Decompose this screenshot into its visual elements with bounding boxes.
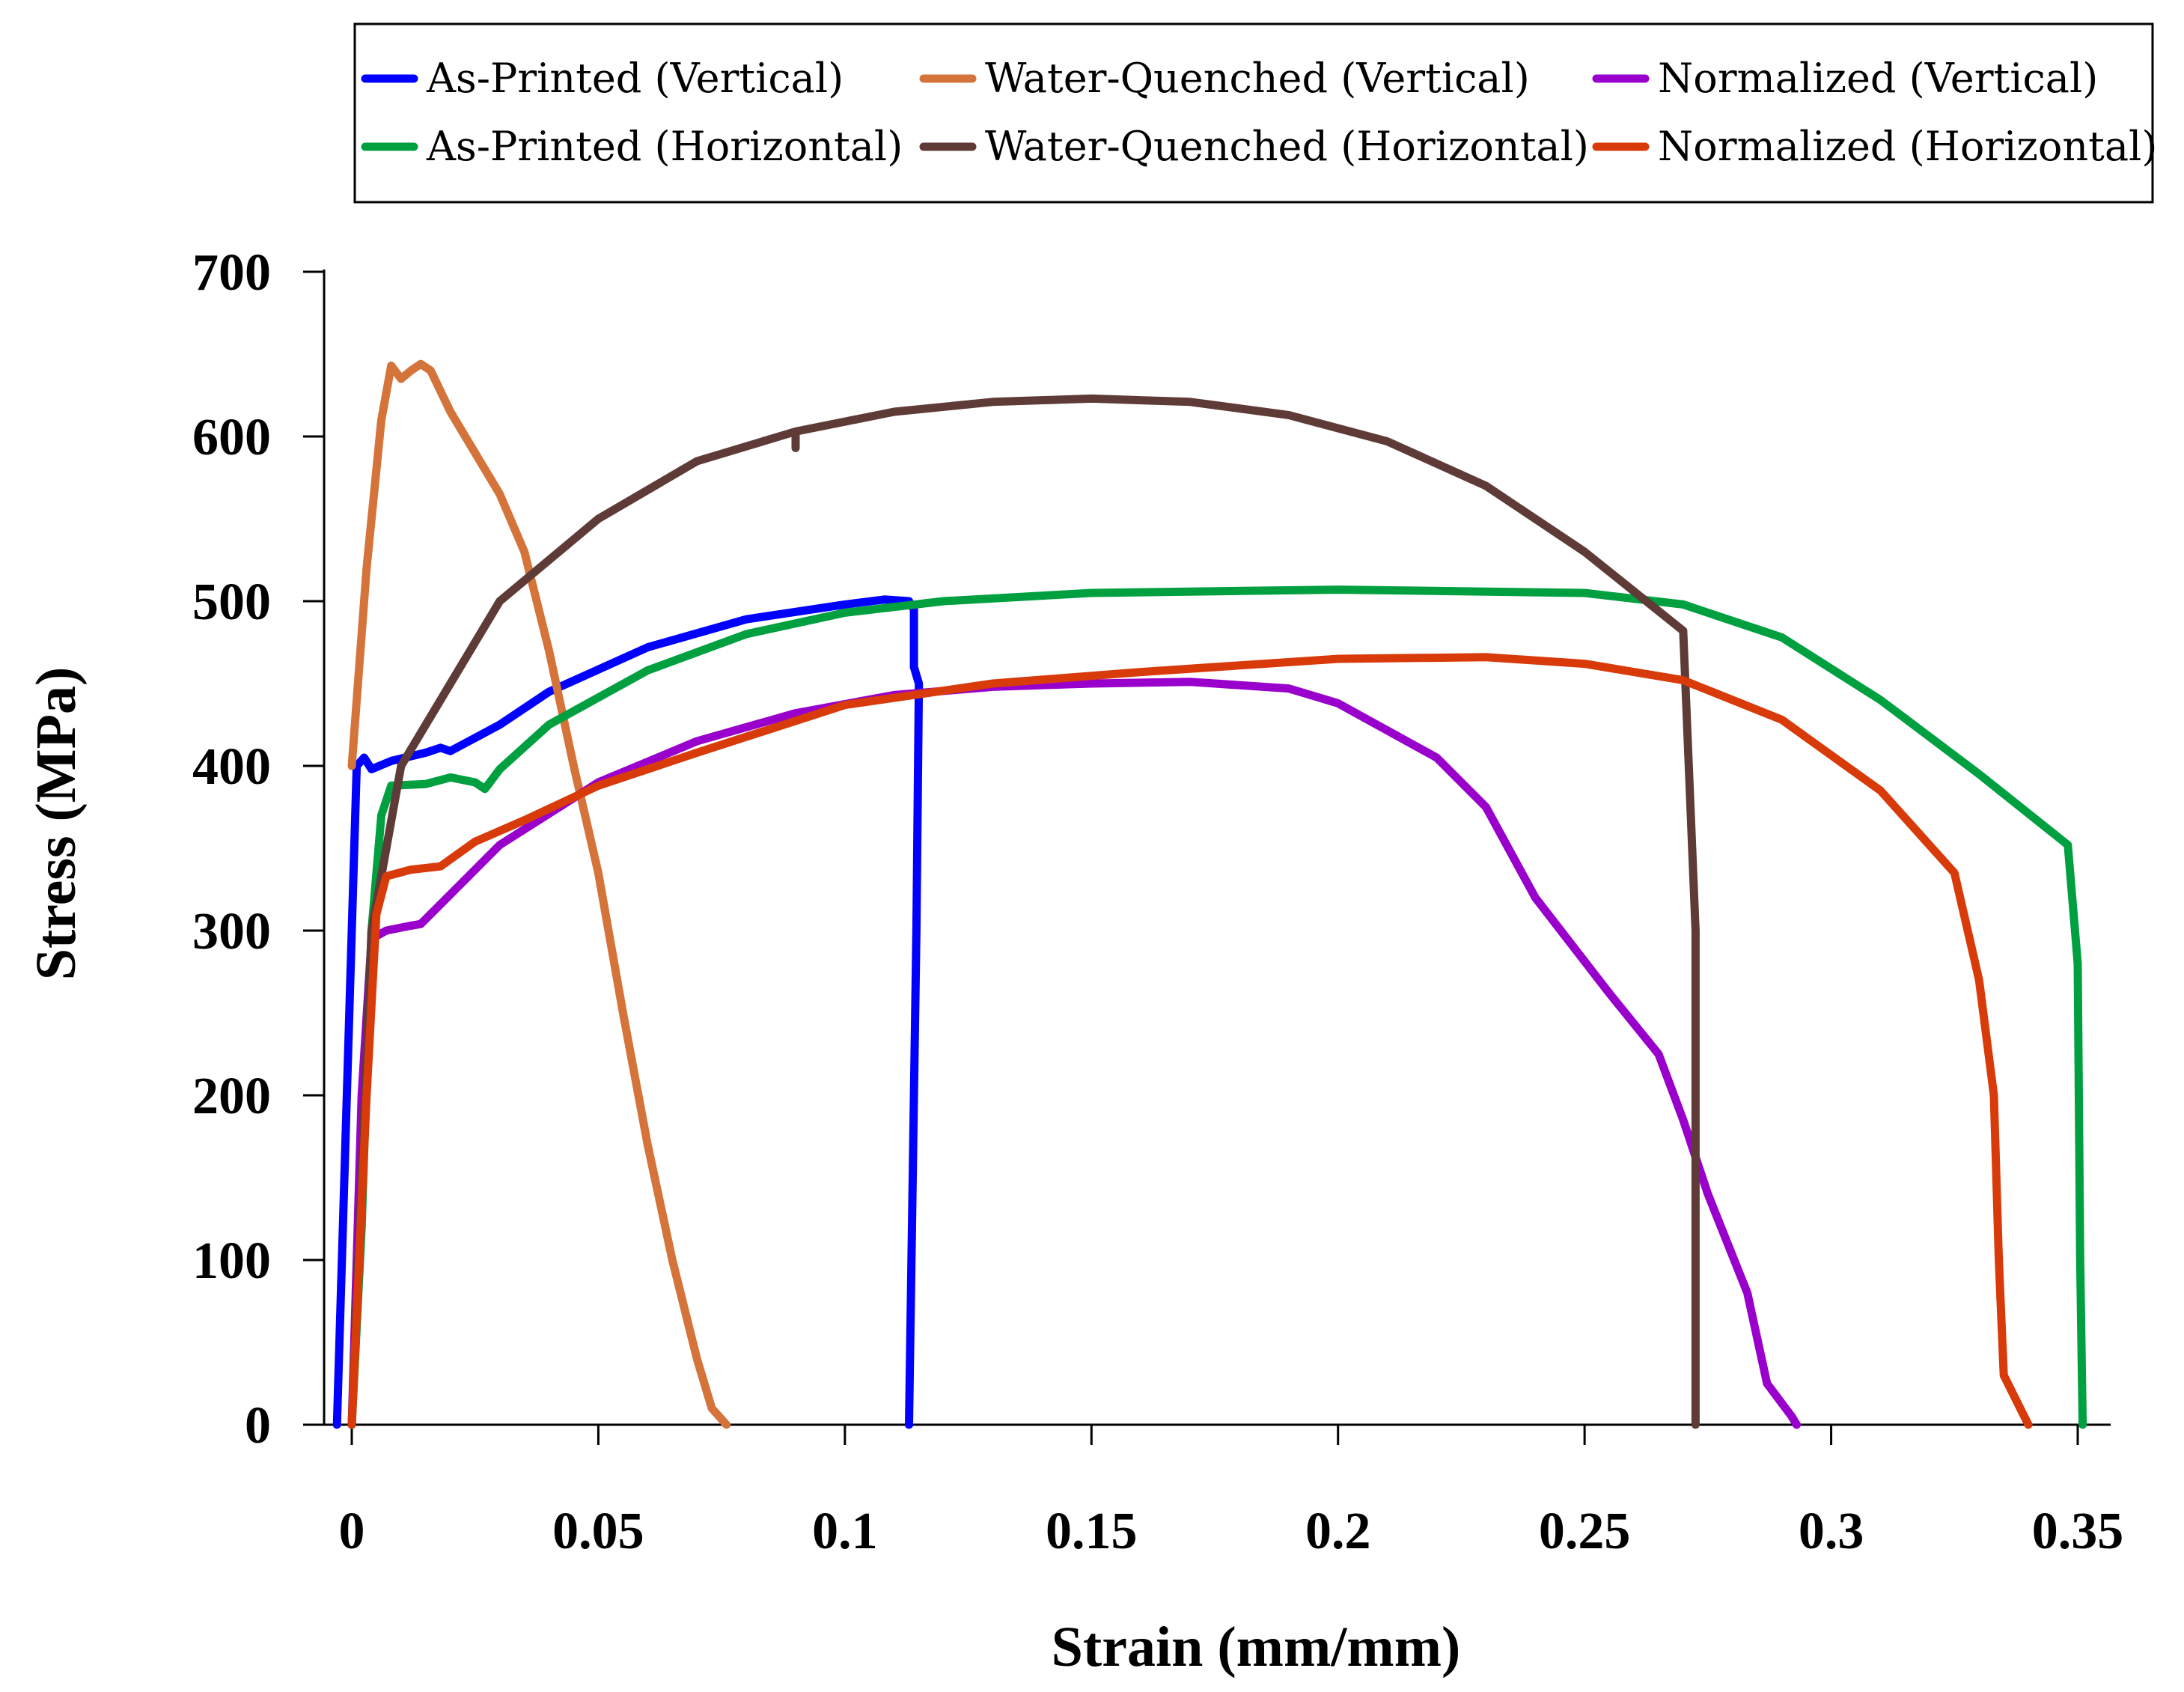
plot-area (332, 359, 2087, 1429)
legend-label: As-Printed (Horizontal) (426, 123, 903, 170)
legend-label: Normalized (Horizontal) (1658, 123, 2157, 170)
x-ticks: 0 0.05 0.1 0.15 0.2 0.25 0.3 0.35 (339, 1425, 2124, 1560)
series-line-1 (332, 595, 924, 1429)
series-line-6 (347, 653, 2033, 1429)
x-tick-label: 0.25 (1539, 1503, 1631, 1560)
x-tick-label: 0.2 (1305, 1503, 1371, 1560)
x-axis-title: Strain (mm/mm) (1052, 1616, 1461, 1679)
legend-label: Water-Quenched (Horizontal) (985, 123, 1589, 170)
x-tick-label: 0.35 (2032, 1503, 2124, 1560)
x-tick-label: 0.05 (552, 1503, 644, 1560)
y-tick-label: 400 (192, 738, 271, 796)
y-tick-label: 700 (192, 244, 271, 302)
legend-box (353, 22, 2154, 204)
y-tick-label: 600 (192, 409, 271, 466)
y-tick-label: 0 (245, 1397, 271, 1455)
x-tick-label: 0.15 (1046, 1503, 1138, 1560)
legend-label: Normalized (Vertical) (1658, 55, 2098, 102)
y-tick-label: 500 (192, 573, 271, 631)
y-tick-label: 200 (192, 1068, 271, 1125)
x-tick-label: 0 (339, 1503, 365, 1560)
series-line-2 (347, 359, 731, 1429)
x-tick-label: 0.3 (1799, 1503, 1864, 1560)
legend-label: Water-Quenched (Vertical) (985, 55, 1530, 102)
y-axis-title: Stress (MPa) (25, 667, 88, 981)
y-tick-label: 300 (192, 903, 271, 961)
axes (323, 270, 2111, 1426)
legend: As-Printed (Vertical) Water-Quenched (Ver… (353, 22, 2157, 204)
y-tick-label: 100 (192, 1232, 271, 1290)
legend-label: As-Printed (Vertical) (426, 55, 844, 102)
series-line-5 (347, 394, 1700, 1429)
x-tick-label: 0.1 (812, 1503, 878, 1560)
y-ticks: 0 100 200 300 400 500 600 700 (192, 244, 324, 1455)
